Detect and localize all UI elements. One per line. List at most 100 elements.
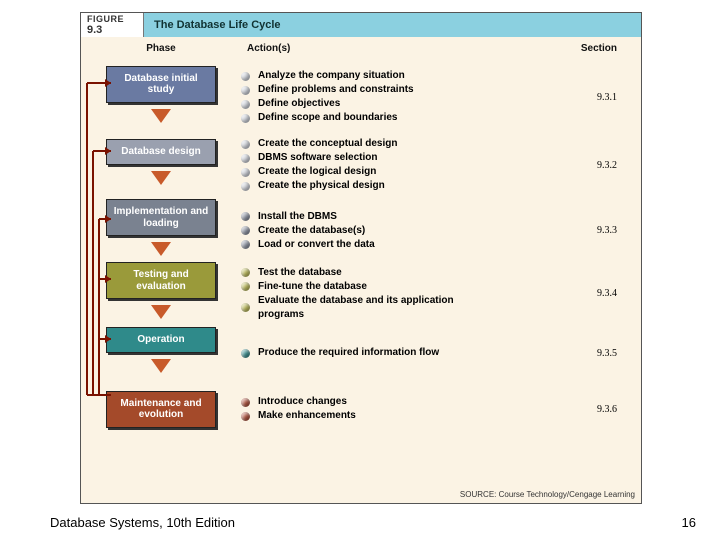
action-text: Create the database(s) <box>258 224 365 238</box>
slide: FIGURE 9.3 The Database Life Cycle Phase… <box>0 0 720 540</box>
columns-header: Phase Action(s) Section <box>81 43 641 63</box>
figure-label: FIGURE <box>87 14 143 24</box>
phase-row: Implementation and loading Install the DB… <box>81 199 641 262</box>
action-text: Produce the required information flow <box>258 346 439 360</box>
action-line: Create the database(s) <box>241 224 481 238</box>
bullet-icon <box>241 303 250 312</box>
action-line: Install the DBMS <box>241 210 481 224</box>
down-arrow-icon <box>151 242 171 256</box>
phase-row: Database design Create the conceptual des… <box>81 131 641 199</box>
section-number: 9.3.6 <box>481 404 641 415</box>
action-line: Create the conceptual design <box>241 137 481 151</box>
phase-row: Maintenance and evolution Introduce chang… <box>81 381 641 437</box>
down-arrow-icon <box>151 109 171 123</box>
section-number: 9.3.1 <box>481 92 641 103</box>
actions-col: Install the DBMSCreate the database(s)Lo… <box>241 210 481 252</box>
bullet-icon <box>241 268 250 277</box>
action-text: Introduce changes <box>258 395 347 409</box>
phase-left-col: Maintenance and evolution <box>81 391 241 428</box>
action-text: Define objectives <box>258 97 340 111</box>
action-line: Define objectives <box>241 97 481 111</box>
figure-source: SOURCE: Course Technology/Cengage Learni… <box>460 490 635 499</box>
figure-title: The Database Life Cycle <box>154 19 281 31</box>
action-text: Define problems and constraints <box>258 83 414 97</box>
bullet-icon <box>241 168 250 177</box>
bullet-icon <box>241 100 250 109</box>
bullet-icon <box>241 226 250 235</box>
bullet-icon <box>241 398 250 407</box>
action-line: Fine-tune the database <box>241 280 481 294</box>
action-line: Define problems and constraints <box>241 83 481 97</box>
actions-col: Introduce changesMake enhancements <box>241 395 481 423</box>
down-arrow-icon <box>151 359 171 373</box>
action-text: Define scope and boundaries <box>258 111 397 125</box>
action-text: Create the logical design <box>258 165 376 179</box>
phase-left-col: Testing and evaluation <box>81 262 241 325</box>
col-header-section: Section <box>487 43 641 63</box>
action-text: Create the conceptual design <box>258 137 397 151</box>
bullet-icon <box>241 154 250 163</box>
action-line: Create the logical design <box>241 165 481 179</box>
phase-left-col: Operation <box>81 327 241 379</box>
bullet-icon <box>241 282 250 291</box>
phase-left-col: Database design <box>81 139 241 191</box>
footer-caption: Database Systems, 10th Edition <box>50 515 235 530</box>
action-line: Load or convert the data <box>241 238 481 252</box>
down-arrow-icon <box>151 171 171 185</box>
bullet-icon <box>241 412 250 421</box>
action-line: Analyze the company situation <box>241 69 481 83</box>
footer-page-number: 16 <box>682 515 696 530</box>
rows-container: Database initial study Analyze the compan… <box>81 63 641 437</box>
bullet-icon <box>241 240 250 249</box>
col-header-phase: Phase <box>81 43 241 63</box>
figure-frame: FIGURE 9.3 The Database Life Cycle Phase… <box>80 12 642 504</box>
down-arrow-icon <box>151 305 171 319</box>
phase-box: Testing and evaluation <box>106 262 216 299</box>
phase-box: Operation <box>106 327 216 353</box>
actions-col: Test the databaseFine-tune the databaseE… <box>241 266 481 322</box>
phase-row: Database initial study Analyze the compan… <box>81 63 641 131</box>
action-line: Test the database <box>241 266 481 280</box>
action-line: Make enhancements <box>241 409 481 423</box>
action-line: Introduce changes <box>241 395 481 409</box>
action-text: Make enhancements <box>258 409 356 423</box>
bullet-icon <box>241 72 250 81</box>
phase-row: Testing and evaluation Test the databaseF… <box>81 262 641 325</box>
figure-number-box: FIGURE 9.3 <box>81 13 144 37</box>
bullet-icon <box>241 140 250 149</box>
bullet-icon <box>241 114 250 123</box>
action-line: Create the physical design <box>241 179 481 193</box>
phase-left-col: Implementation and loading <box>81 199 241 262</box>
action-text: Analyze the company situation <box>258 69 405 83</box>
action-line: Define scope and boundaries <box>241 111 481 125</box>
phase-box: Maintenance and evolution <box>106 391 216 428</box>
bullet-icon <box>241 212 250 221</box>
phase-box: Database initial study <box>106 66 216 103</box>
action-line: DBMS software selection <box>241 151 481 165</box>
actions-col: Create the conceptual designDBMS softwar… <box>241 137 481 193</box>
action-line: Evaluate the database and its applicatio… <box>241 294 481 322</box>
section-number: 9.3.3 <box>481 225 641 236</box>
section-number: 9.3.4 <box>481 288 641 299</box>
bullet-icon <box>241 182 250 191</box>
figure-number: 9.3 <box>87 24 143 36</box>
phase-row: Operation Produce the required informatio… <box>81 325 641 381</box>
col-header-actions: Action(s) <box>241 43 487 63</box>
actions-col: Analyze the company situationDefine prob… <box>241 69 481 125</box>
figure-title-bar: The Database Life Cycle <box>144 13 641 37</box>
action-text: DBMS software selection <box>258 151 377 165</box>
actions-col: Produce the required information flow <box>241 346 481 360</box>
phase-box: Database design <box>106 139 216 165</box>
action-text: Test the database <box>258 266 342 280</box>
action-text: Evaluate the database and its applicatio… <box>258 294 481 322</box>
phase-left-col: Database initial study <box>81 66 241 129</box>
action-text: Fine-tune the database <box>258 280 367 294</box>
action-text: Install the DBMS <box>258 210 337 224</box>
action-line: Produce the required information flow <box>241 346 481 360</box>
figure-header: FIGURE 9.3 The Database Life Cycle <box>81 13 641 37</box>
action-text: Create the physical design <box>258 179 385 193</box>
section-number: 9.3.2 <box>481 160 641 171</box>
phase-box: Implementation and loading <box>106 199 216 236</box>
section-number: 9.3.5 <box>481 348 641 359</box>
bullet-icon <box>241 349 250 358</box>
